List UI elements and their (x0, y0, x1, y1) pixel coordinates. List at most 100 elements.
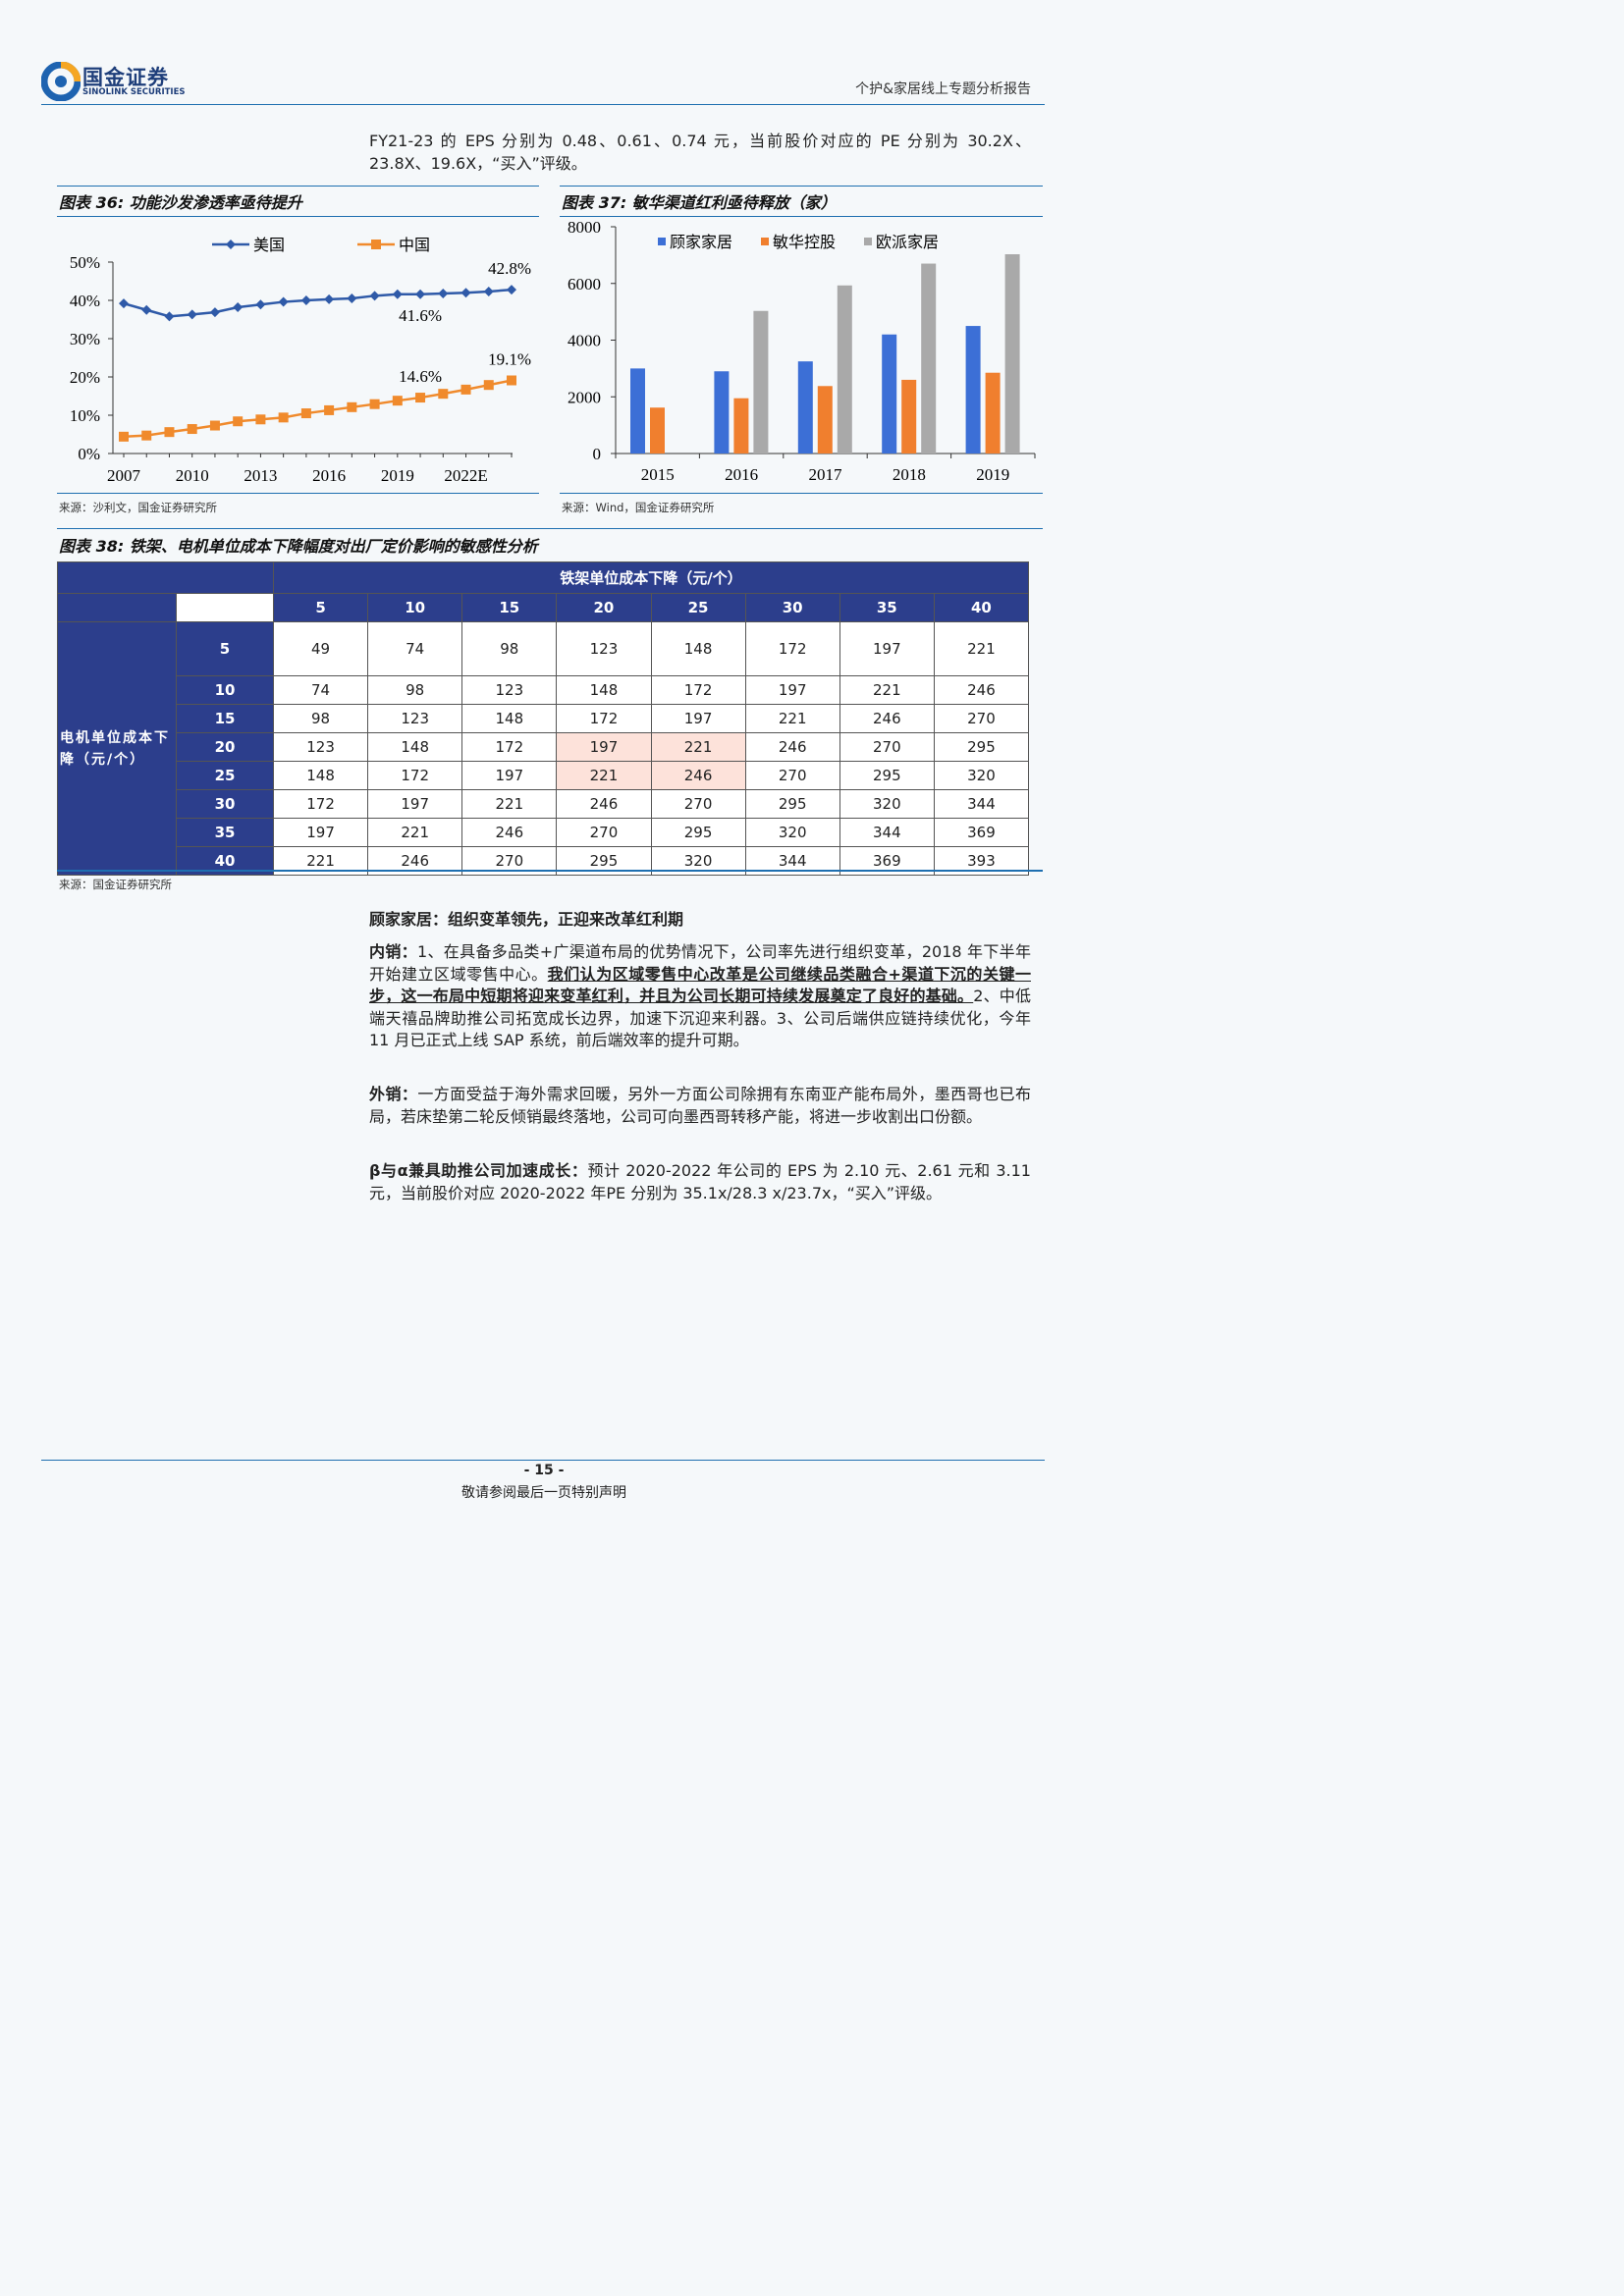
line-point (438, 389, 449, 400)
table-cell: 74 (367, 621, 463, 676)
line-point (483, 287, 494, 297)
y-tick-label: 50% (70, 253, 100, 272)
table-cell: 123 (461, 675, 558, 705)
footer-disclaimer: 敬请参阅最后一页特别声明 (461, 1485, 626, 1501)
table-corner-left (57, 593, 177, 622)
table-row: 35 197 221 246 270 295 320 344 369 (58, 818, 1030, 847)
table-cell: 246 (556, 789, 652, 819)
data-label: 19.1% (488, 350, 531, 369)
col-header: 40 (933, 593, 1030, 622)
table-cell: 49 (272, 621, 369, 676)
y-tick-label: 40% (70, 292, 100, 310)
bar-0 (630, 368, 645, 454)
table-cell: 344 (839, 818, 935, 847)
table-cell: 221 (744, 704, 840, 733)
line-point (164, 311, 175, 322)
domestic-text-emphasis: 我们认为区域零售中心改革是公司继续品类融合+渠道下沉的关键一步，这一布局中短期将… (369, 964, 1031, 1006)
sensitivity-table: 铁架单位成本下降（元/个） 5 10 15 20 25 30 35 40 电机单位成本下降（元… (57, 561, 1030, 876)
line-point (278, 296, 289, 307)
table-cell: 320 (839, 789, 935, 819)
row-header: 10 (176, 675, 274, 705)
row-header: 5 (176, 621, 274, 676)
line-point (141, 304, 152, 315)
line-point (369, 291, 380, 301)
y-tick-label: 0 (593, 445, 602, 463)
logo-text-en: SINOLINK SECURITIES (82, 87, 186, 97)
x-tick-label: 2015 (641, 465, 675, 484)
legend-label: 敏华控股 (773, 234, 836, 251)
line-point (255, 299, 266, 310)
table-cell: 221 (556, 761, 652, 790)
row-header: 30 (176, 789, 274, 819)
section-heading: 顾家家居：组织变革领先，正迎来改革红利期 (369, 910, 684, 929)
col-header: 5 (272, 593, 369, 622)
table-cell: 295 (744, 789, 840, 819)
fig38-top-line (57, 528, 1043, 529)
table-cell: 221 (461, 789, 558, 819)
table-cell: 295 (650, 818, 746, 847)
report-title: 个护&家居线上专题分析报告 (855, 81, 1031, 97)
y-tick-label: 0% (78, 445, 100, 463)
row-header: 15 (176, 704, 274, 733)
table-cell: 270 (933, 704, 1030, 733)
bar-1 (650, 407, 665, 454)
table-cell: 172 (650, 675, 746, 705)
table-cell: 197 (461, 761, 558, 790)
legend-swatch (658, 238, 666, 245)
intro-paragraph: FY21-23 的 EPS 分别为 0.48、0.61、0.74 元，当前股价对… (369, 132, 1031, 173)
line-point (164, 427, 175, 438)
fig36-title: 图表 36: 功能沙发渗透率亟待提升 (59, 193, 302, 212)
table-cell: 197 (272, 818, 369, 847)
fig37-top-line (560, 186, 1043, 187)
line-point (300, 408, 311, 419)
x-tick-label: 2022E (444, 466, 487, 485)
table-cell: 148 (461, 704, 558, 733)
table-cell: 98 (272, 704, 369, 733)
line-point (392, 289, 403, 299)
table-cell: 197 (556, 732, 652, 762)
line-point (119, 298, 129, 309)
y-tick-label: 4000 (568, 332, 601, 350)
beta-alpha-paragraph: β与α兼具助推公司加速成长：预计 2020-2022 年公司的 EPS 为 2.… (369, 1160, 1031, 1204)
table-row: 25 148 172 197 221 246 270 295 320 (58, 761, 1030, 790)
company-logo: 国金证券 SINOLINK SECURITIES (41, 62, 198, 101)
fig37-title-line (560, 216, 1043, 217)
bar-2 (921, 263, 937, 454)
line-point (209, 420, 220, 431)
export-paragraph: 外销：一方面受益于海外需求回暖，另外一方面公司除拥有东南亚产能布局外，墨西哥也已… (369, 1084, 1031, 1128)
bar-0 (797, 361, 813, 454)
export-label: 外销： (369, 1085, 418, 1103)
data-label: 14.6% (399, 367, 442, 386)
legend-label: 美国 (253, 237, 285, 254)
table-cell: 123 (556, 621, 652, 676)
line-point (209, 307, 220, 318)
x-tick-label: 2019 (976, 465, 1009, 484)
data-label: 42.8% (488, 259, 531, 278)
line-point (347, 401, 357, 412)
col-header: 30 (744, 593, 840, 622)
line-point (141, 430, 152, 441)
table-cell: 123 (272, 732, 369, 762)
line-point (415, 393, 426, 403)
bar-2 (1004, 254, 1020, 454)
table-row: 20 123 148 172 197 221 246 270 295 (58, 732, 1030, 762)
row-group-header: 电机单位成本下降（元/个） (57, 621, 177, 876)
bar-1 (817, 386, 833, 454)
fig36-top-line (57, 186, 539, 187)
line-point (278, 412, 289, 423)
x-tick-label: 2016 (725, 465, 758, 484)
table-cell: 344 (933, 789, 1030, 819)
col-header: 10 (367, 593, 463, 622)
line-point (119, 431, 129, 442)
line-point (255, 414, 266, 425)
table-cell: 74 (272, 675, 369, 705)
row-header: 25 (176, 761, 274, 790)
table-cell: 246 (744, 732, 840, 762)
y-tick-label: 30% (70, 330, 100, 348)
line-point (324, 294, 335, 304)
table-cell: 221 (933, 621, 1030, 676)
export-text: 一方面受益于海外需求回暖，另外一方面公司除拥有东南亚产能布局外，墨西哥也已布局，… (369, 1085, 1031, 1126)
table-cell: 148 (650, 621, 746, 676)
line-point (460, 288, 471, 298)
x-tick-label: 2013 (244, 466, 277, 485)
